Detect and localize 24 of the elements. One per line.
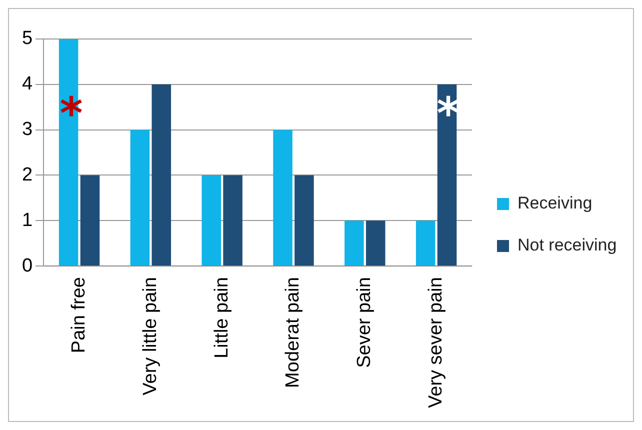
bar [152, 84, 172, 266]
x-tick-label: Moderat pain [282, 277, 304, 388]
x-tick-label: Very little pain [140, 277, 161, 396]
bar [223, 175, 242, 266]
y-tick-label: 2 [22, 164, 33, 186]
y-tick-label: 4 [22, 74, 33, 95]
y-tick-label: 1 [22, 210, 33, 231]
x-tick-label: Little pain [211, 277, 232, 358]
bar [130, 130, 150, 266]
bar [80, 175, 100, 266]
bar [416, 220, 436, 266]
bar [273, 130, 292, 266]
y-tick-label: 3 [22, 119, 33, 140]
x-tick-label: Pain free [68, 277, 90, 354]
legend-label: Not receiving [518, 236, 617, 255]
x-tick-label: Sever pain [354, 277, 376, 368]
y-tick-label: 5 [22, 28, 33, 50]
x-tick-label: Very sever pain [426, 277, 447, 408]
legend-label: Receiving [518, 194, 592, 213]
bar [344, 220, 364, 266]
bar [294, 175, 314, 266]
bar [366, 220, 386, 266]
y-tick-label: 0 [22, 255, 33, 276]
bar [202, 175, 222, 266]
